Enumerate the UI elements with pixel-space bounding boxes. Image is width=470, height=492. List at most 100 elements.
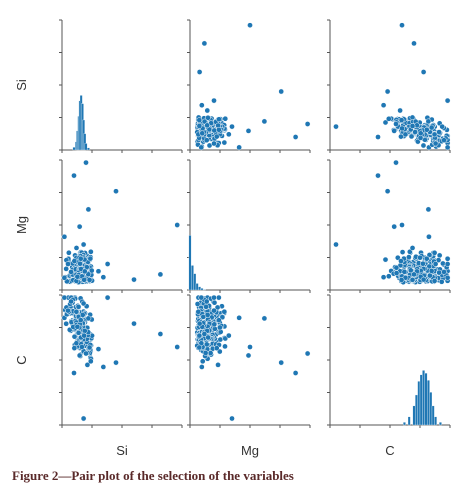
scatter-point	[211, 127, 218, 134]
histogram-bar	[203, 289, 206, 291]
scatter-point	[131, 320, 137, 327]
scatter-point	[63, 320, 70, 327]
scatter-point	[68, 269, 74, 275]
pair-plot: Si Mg C Si Mg C	[14, 19, 451, 458]
scatter-point	[432, 261, 439, 267]
scatter-point	[261, 118, 268, 125]
scatter-point	[87, 255, 94, 262]
scatter-point	[84, 362, 91, 368]
scatter-point	[247, 344, 253, 350]
scatter-point	[420, 142, 427, 149]
scatter-point	[420, 260, 426, 267]
scatter-point	[398, 277, 405, 283]
scatter-point	[80, 415, 87, 422]
scatter-point	[402, 131, 409, 138]
scatter-point	[398, 258, 404, 264]
scatter-point	[431, 278, 438, 284]
scatter-point	[201, 331, 208, 337]
scatter-point	[217, 336, 224, 343]
scatter-point	[215, 294, 222, 301]
scatter-point	[76, 352, 83, 359]
scatter-point	[398, 133, 404, 140]
histogram-bar	[403, 422, 406, 426]
scatter-point	[88, 267, 95, 274]
scatter-point	[204, 122, 211, 129]
histogram-bar	[200, 288, 204, 291]
scatter-point	[196, 117, 203, 123]
scatter-point	[393, 270, 400, 276]
scatter-point	[196, 69, 203, 75]
scatter-point	[420, 69, 427, 75]
scatter-point	[384, 88, 391, 95]
scatter-point	[444, 97, 451, 104]
scatter-point	[428, 268, 435, 274]
histogram-bar	[429, 392, 433, 426]
scatter-point	[333, 241, 339, 248]
scatter-point	[432, 140, 439, 147]
scatter-point	[384, 188, 391, 195]
histogram-bar	[417, 381, 421, 426]
scatter-point	[215, 362, 221, 368]
scatter-point	[211, 299, 218, 306]
scatter-point	[157, 331, 164, 337]
histogram-bar	[87, 147, 90, 151]
scatter-point	[401, 269, 408, 275]
scatter-point	[213, 345, 220, 351]
scatter-point	[441, 269, 447, 275]
scatter-point	[292, 370, 299, 376]
scatter-point	[380, 102, 387, 109]
scatter-point	[398, 117, 405, 123]
scatter-point	[77, 260, 83, 267]
scatter-point	[79, 344, 85, 350]
y-var-label-c: C	[14, 355, 29, 364]
scatter-point	[222, 115, 229, 122]
scatter-point	[245, 352, 252, 359]
scatter-point	[207, 350, 214, 356]
scatter-point	[391, 223, 398, 230]
scatter-point	[211, 294, 217, 301]
scatter-point	[100, 274, 107, 281]
y-var-label-mg: Mg	[14, 216, 29, 234]
scatter-point	[203, 298, 210, 305]
scatter-point	[211, 140, 217, 147]
histogram-bar	[424, 372, 428, 426]
scatter-point	[80, 300, 87, 307]
scatter-point	[74, 323, 81, 330]
scatter-point	[203, 303, 209, 310]
scatter-point	[412, 129, 418, 135]
scatter-point	[247, 22, 253, 29]
histogram-bar	[434, 416, 437, 426]
scatter-point	[95, 346, 102, 352]
scatter-point	[205, 334, 212, 341]
scatter-point	[229, 123, 235, 130]
scatter-point	[408, 133, 415, 140]
scatter-point	[292, 134, 299, 140]
scatter-point	[113, 359, 119, 366]
scatter-point	[131, 276, 137, 283]
scatter-point	[204, 312, 211, 318]
scatter-point	[195, 308, 202, 315]
scatter-point	[83, 350, 89, 357]
scatter-point	[81, 276, 88, 283]
scatter-point	[440, 260, 446, 267]
scatter-point	[236, 144, 242, 151]
scatter-point	[65, 307, 71, 314]
scatter-point	[425, 206, 432, 213]
scatter-point	[411, 271, 417, 278]
scatter-point	[83, 159, 89, 166]
scatter-point	[104, 261, 111, 267]
histogram-bar	[431, 405, 435, 426]
histogram-bar	[412, 405, 416, 426]
scatter-point	[385, 115, 392, 122]
scatter-point	[104, 294, 111, 301]
scatter-point	[75, 303, 82, 310]
scatter-point	[75, 329, 82, 336]
scatter-point	[85, 206, 92, 213]
scatter-point	[77, 255, 84, 262]
scatter-point	[393, 159, 399, 166]
scatter-point	[222, 343, 228, 350]
histogram-bar	[407, 416, 411, 426]
scatter-point	[61, 233, 68, 240]
scatter-point	[385, 273, 392, 280]
scatter-point	[61, 274, 68, 281]
